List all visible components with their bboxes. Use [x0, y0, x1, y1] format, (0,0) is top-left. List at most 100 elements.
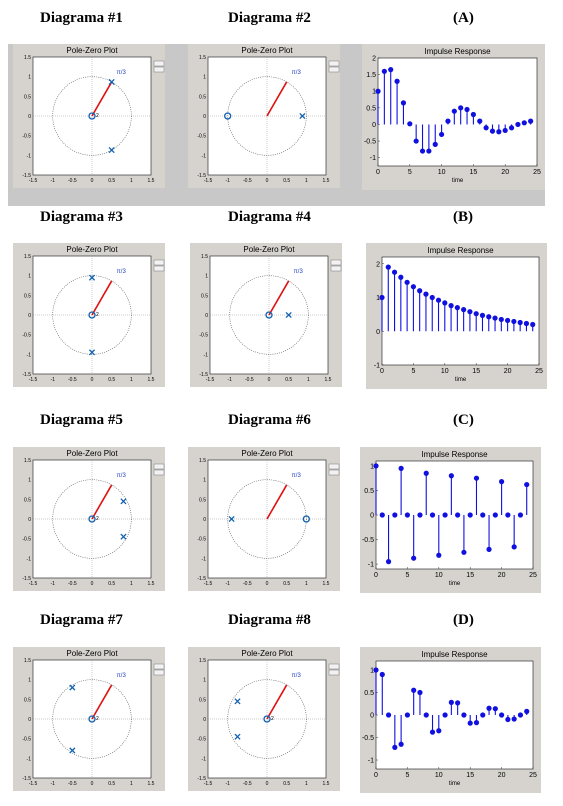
pole-marker — [69, 747, 76, 754]
unit-circle — [227, 679, 307, 759]
angle-line — [91, 684, 113, 720]
header-d: (D) — [453, 612, 474, 628]
x-tick-label: 0 — [374, 772, 378, 779]
x-tick-label: -0.5 — [68, 178, 77, 184]
angle-line — [91, 280, 113, 316]
impulse-svg: Impulse Response 0 5 10 15 20 25 time 1 0.5 0 -0.5 -… — [362, 650, 537, 787]
pole-marker — [88, 274, 96, 281]
zero-multiplicity-label: 2 — [96, 716, 99, 722]
y-tick-label: -0.5 — [22, 333, 31, 339]
header-diagrama-7: Diagrama #7 — [40, 612, 123, 628]
pz-title: Pole-Zero Plot — [241, 649, 293, 658]
impulse-response-a: Impulse Response 0 5 10 15 20 25 time 2 1.5 1 0.5 0-… — [362, 44, 545, 190]
zoom-out-button — [328, 66, 340, 73]
stem-marker — [439, 131, 445, 138]
pz-plot-d1: Pole-Zero Plot π/3 -1.5 -1 -0.5 0 0.5 1 1.5 1.5 1 0… — [13, 44, 165, 188]
y-tick-label: -1 — [368, 562, 374, 569]
x-tick-label: 20 — [504, 368, 512, 375]
stem-marker — [505, 317, 511, 324]
x-tick-label: 5 — [405, 772, 409, 779]
y-tick-label: 0 — [372, 122, 376, 129]
stem-marker — [375, 88, 381, 94]
x-tick-label: -0.5 — [243, 581, 252, 587]
stem-marker — [404, 279, 410, 285]
zero-marker — [263, 715, 271, 723]
y-tick-label: -0.5 — [199, 333, 208, 339]
stem-marker — [373, 667, 379, 673]
stem-marker — [442, 300, 448, 306]
stem-marker — [436, 552, 442, 558]
stem-marker — [454, 305, 460, 311]
stem-marker — [511, 544, 517, 550]
x-tick-label: 0 — [374, 572, 378, 579]
zoom-in-button — [153, 259, 165, 266]
y-tick-label: 0.5 — [199, 497, 206, 503]
stem-marker — [467, 512, 473, 518]
zoom-out-button — [328, 669, 340, 676]
zoom-in-button — [328, 60, 340, 67]
stem-marker — [400, 100, 407, 106]
angle-label: π/3 — [117, 473, 127, 479]
pole-marker — [299, 112, 306, 120]
pz-title: Pole-Zero Plot — [243, 245, 295, 254]
angle-label: π/3 — [117, 673, 127, 679]
pole-marker — [234, 733, 241, 740]
y-tick-label: -1.5 — [22, 776, 31, 782]
y-tick-label: 0.5 — [364, 488, 374, 495]
x-tick-label: -1 — [225, 581, 230, 587]
x-tick-label: -0.5 — [68, 377, 77, 383]
y-tick-label: 0 — [370, 513, 374, 520]
zoom-in-button — [328, 663, 340, 670]
pz-svg: Pole-Zero Plot π/3 -1.5 -1 -0.5 0 0.5 1 1.5 1.5 1 0… — [197, 649, 340, 787]
header-diagrama-4: Diagrama #4 — [228, 209, 311, 225]
x-tick-label: 1 — [130, 377, 133, 383]
y-tick-label: -1 — [368, 758, 374, 765]
x-tick-label: 10 — [435, 772, 443, 779]
unit-circle — [52, 275, 132, 355]
x-tick-label: -1.5 — [204, 581, 213, 587]
angle-label: π/3 — [117, 269, 127, 275]
x-tick-label: 1.5 — [148, 377, 155, 383]
y-tick-label: -1 — [27, 153, 32, 159]
stem-marker — [379, 671, 385, 678]
stem-marker — [419, 148, 426, 154]
chart-axes — [381, 256, 540, 366]
pole-marker — [228, 515, 235, 523]
y-tick-label: 0.5 — [201, 293, 208, 299]
header-diagrama-2: Diagrama #2 — [228, 10, 311, 26]
x-tick-label: 20 — [498, 772, 506, 779]
stem-marker — [499, 479, 505, 485]
x-tick-label: 1 — [307, 377, 310, 383]
zoom-in-button — [153, 60, 165, 67]
x-tick-label: -1.5 — [29, 178, 38, 184]
pz-title: Pole-Zero Plot — [66, 449, 118, 458]
y-tick-label: -0.5 — [197, 737, 206, 743]
stem-marker — [445, 118, 451, 124]
stem-marker — [511, 318, 517, 325]
stem-marker — [373, 463, 379, 469]
angle-line — [266, 81, 288, 117]
x-tick-label: 20 — [501, 169, 509, 176]
stem-marker — [429, 512, 436, 518]
x-tick-label: -0.5 — [243, 781, 252, 787]
y-tick-label: 1 — [370, 668, 374, 675]
y-tick-label: 0 — [203, 114, 206, 120]
pz-title: Pole-Zero Plot — [66, 245, 118, 254]
x-tick-label: -1 — [227, 377, 232, 383]
zoom-out-button — [153, 669, 165, 676]
y-tick-label: 0 — [28, 517, 31, 523]
y-tick-label: 1.5 — [201, 254, 208, 260]
chart-title: Impulse Response — [421, 450, 488, 459]
stem-marker — [429, 294, 435, 301]
stem-marker — [521, 120, 527, 126]
stem-marker — [448, 473, 454, 479]
stem-marker — [435, 297, 442, 303]
x-tick-label: 0.5 — [108, 178, 115, 184]
y-tick-label: 0 — [28, 114, 31, 120]
x-tick-label: 5 — [411, 368, 415, 375]
y-tick-label: -1.5 — [199, 372, 208, 378]
zoom-out-button — [153, 469, 165, 476]
header-diagrama-3: Diagrama #3 — [40, 209, 123, 225]
y-tick-label: -1 — [202, 153, 207, 159]
y-tick-label: 1.5 — [366, 72, 376, 79]
